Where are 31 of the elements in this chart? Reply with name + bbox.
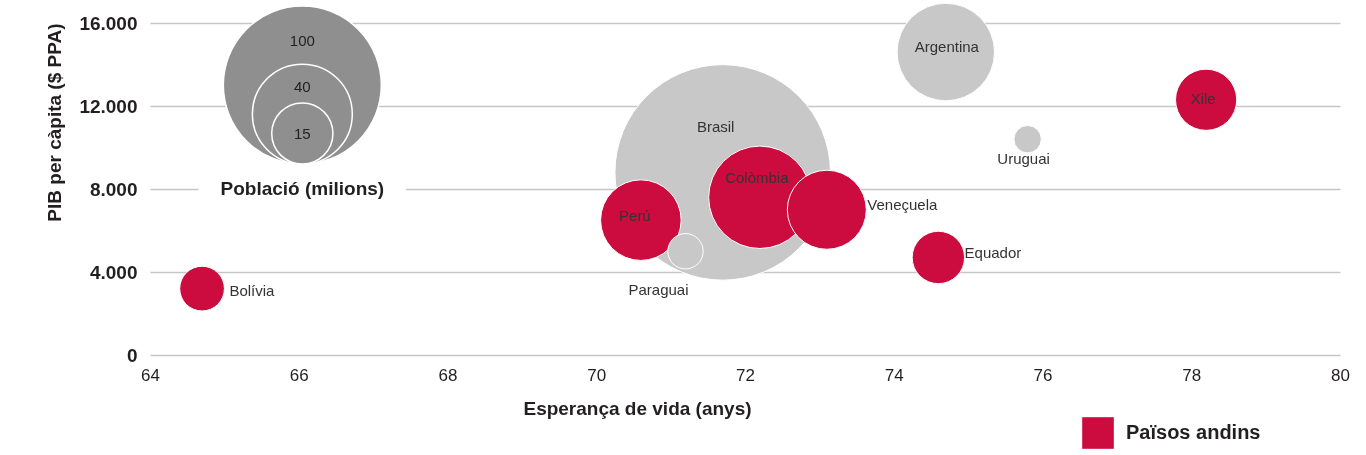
annotation: Brasil	[696, 118, 735, 136]
annotation: Argentina	[914, 38, 980, 56]
legend-label: 15	[293, 124, 311, 142]
y-tick-label: 16.000	[79, 12, 138, 34]
legend-title: Població (milions)	[220, 178, 385, 200]
legend-label: 40	[293, 78, 311, 96]
x-tick-label: 80	[1331, 365, 1350, 385]
y-tick-label: 0	[126, 344, 138, 366]
x-tick-label: 66	[289, 365, 309, 385]
annotation: Bolívia	[229, 281, 276, 299]
x-tick-label: 64	[141, 365, 160, 385]
y-tick-label: 4.000	[89, 261, 138, 283]
annotation: Paraguai	[628, 280, 689, 298]
x-tick-label: 70	[587, 365, 607, 385]
x-tick-label: 74	[884, 365, 904, 385]
y-axis-title: PIB per càpita ($ PPA)	[44, 23, 66, 222]
annotation: Colòmbia	[725, 169, 790, 187]
annotation: Xile	[1190, 89, 1216, 107]
x-axis-title: Esperança de vida (anys)	[523, 397, 752, 419]
x-tick-label: 68	[438, 365, 458, 385]
y-tick-label: 8.000	[89, 178, 138, 200]
x-tick-label: 72	[736, 365, 755, 385]
y-tick-label: 12.000	[79, 95, 138, 117]
legend-label: Països andins	[1126, 421, 1261, 443]
annotation: Equador	[964, 244, 1022, 262]
x-tick-label: 76	[1033, 365, 1053, 385]
annotation: Uruguai	[997, 149, 1050, 167]
x-tick-label: 78	[1182, 365, 1202, 385]
annotation: Veneçuela	[867, 195, 939, 213]
annotation: Perú	[619, 207, 651, 225]
legend-label: 100	[289, 31, 315, 49]
